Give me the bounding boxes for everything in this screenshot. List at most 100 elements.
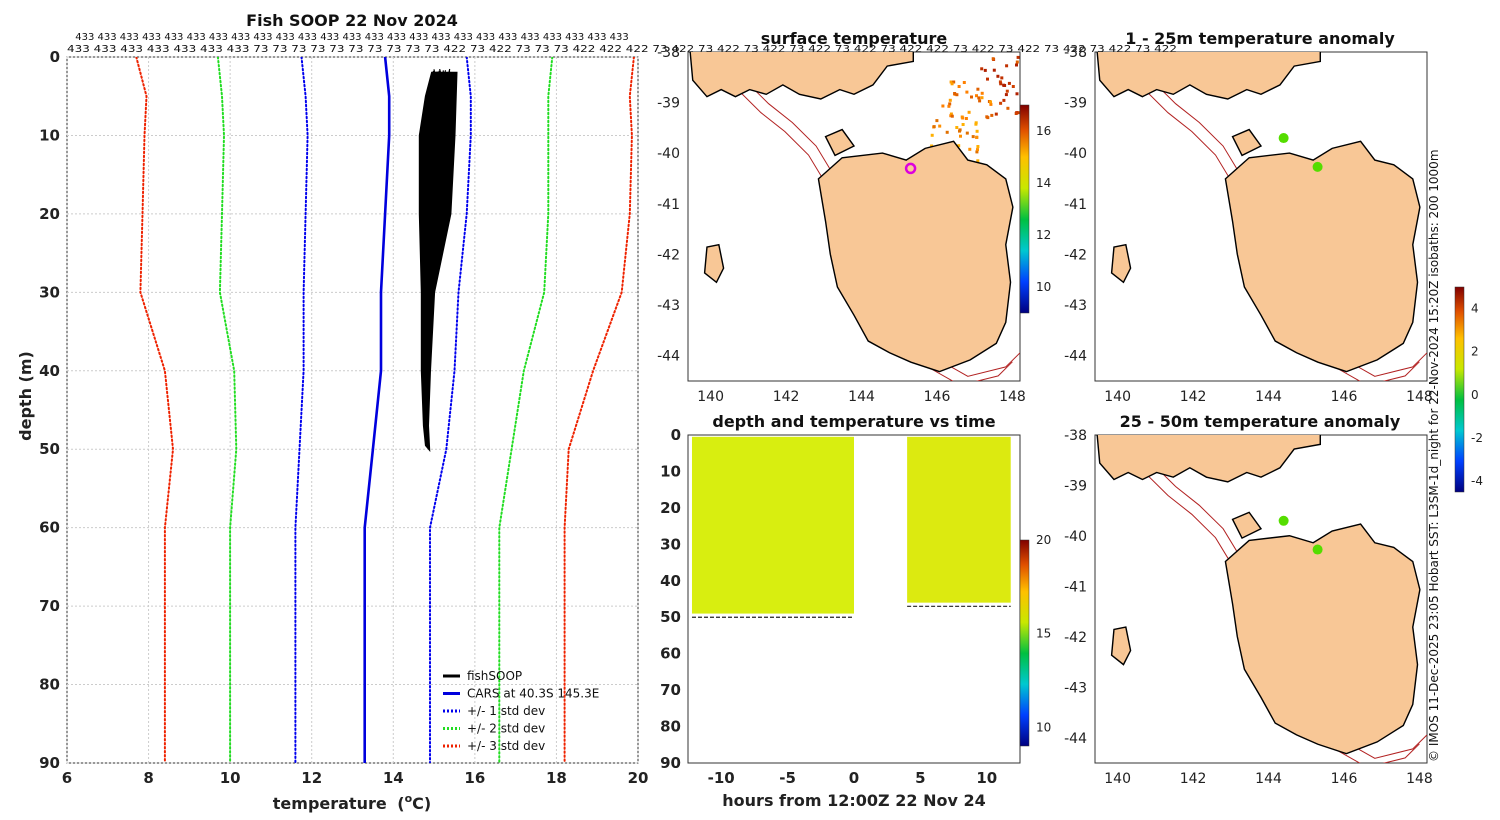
profile-x-tick-label: 18 [546,769,567,787]
sst-pixel [932,125,936,129]
sst-pixel [1005,64,1009,68]
anomaly-colorbar-tick: 2 [1471,345,1479,359]
sst-pixel [955,93,959,97]
sst-pixel [947,104,951,108]
profile-ylabel: depth (m) [16,351,35,441]
time-y-tick-label: 60 [660,645,681,663]
time-panel: depth and temperature vs time -10 -5 0 5 10 0… [660,412,1051,810]
sst-pixel [974,121,978,125]
fishsoop-traces [421,68,457,446]
anomaly-deep-lat-tick: -39 [1064,478,1087,494]
profile-axes [66,56,639,764]
time-x-tick-label: -5 [779,769,796,787]
profile-xlabel-text: temperature [273,794,387,813]
sst-pixel [990,113,994,117]
sst-map-ticks: 140 142 144 146 148 -38 -39 -40 -41 -42 -43 -44 [657,45,1026,405]
sst-pixel [949,80,953,84]
sst-pixel [962,81,966,84]
sst-colorbar [1019,104,1030,314]
sst-map-title: surface temperature [761,29,948,48]
sst-map-lat-tick: -40 [657,146,680,162]
observation-location-marker [904,162,917,175]
anomaly-deep-ticks: 140 142 144 146 148 -38 -39 -40 -41 -42 -43 -44 [1064,428,1433,787]
sst-pixel [976,159,980,163]
profile-y-tick-label: 10 [39,126,60,144]
sst-map-lat-tick: -39 [657,96,680,112]
legend-label-fishsoop: fishSOOP [467,669,522,683]
profile-line-cars [363,57,391,763]
sst-pixel [994,112,998,116]
anomaly-deep-lon-tick: 148 [1406,771,1433,787]
anomaly-shallow-point [1312,161,1323,172]
time-y-tick-label: 40 [660,572,681,590]
time-y-tick-label: 70 [660,681,681,699]
anomaly-deep-lat-tick: -40 [1064,529,1087,545]
sst-pixel [957,85,961,88]
profile-x-tick-label: 10 [220,769,241,787]
sst-pixel [1015,63,1018,67]
time-xlabel: hours from 12:00Z 22 Nov 24 [722,791,985,810]
sst-pixel [968,147,972,151]
profile-xlabel: temperature (oC) [273,792,431,813]
sst-colorbar-tick: 10 [1036,280,1051,294]
anomaly-deep-geography [1095,435,1427,763]
anomaly-shallow-lat-tick: -43 [1064,298,1087,314]
sst-pixel [955,126,959,129]
time-colorbar-tick: 10 [1036,720,1051,734]
profile-line-std1 [294,57,309,763]
time-y-tick-label: 20 [660,499,681,517]
time-colorbar-tick: 20 [1036,533,1051,547]
sst-map-geography [688,52,1020,381]
profile-y-tick-label: 0 [50,48,60,66]
anomaly-shallow-geography [1095,52,1427,381]
sst-map-lat-tick: -44 [657,349,680,365]
anomaly-colorbar-tick: 4 [1471,302,1479,316]
sst-pixel [991,57,995,61]
sst-pixel [975,135,979,139]
sst-pixel [971,135,975,139]
sst-pixel [967,110,971,114]
legend-label-std3: +/- 3 std dev [467,739,545,753]
anomaly-deep-lat-tick: -44 [1064,731,1087,747]
sst-pixel [957,144,961,148]
profile-panel: Fish SOOP 22 Nov 2024 433 433 433 433 43… [16,11,1177,813]
sst-pixel [1007,81,1011,85]
anomaly-colorbar [1454,286,1465,493]
sst-map-lat-tick: -42 [657,247,680,263]
profile-x-tick-label: 8 [143,769,153,787]
sst-pixel [930,144,934,148]
sst-pixel [941,104,945,108]
time-panel-title: depth and temperature vs time [712,412,995,431]
anomaly-shallow-title: 1 - 25m temperature anomaly [1125,29,1395,48]
profile-y-tick-label: 50 [39,440,60,458]
sst-pixel [953,92,957,95]
sst-pixel [1003,84,1007,87]
anomaly-shallow-point [1278,133,1289,144]
profile-x-tick-label: 12 [301,769,322,787]
anomaly-colorbar-tick: -2 [1471,431,1483,445]
anomaly-shallow-lat-tick: -41 [1064,197,1087,213]
profile-x-tick-label: 6 [62,769,72,787]
time-y-tick-label: 0 [671,426,681,444]
sst-pixel [975,94,978,98]
sst-colorbar-tick: 14 [1036,176,1051,190]
anomaly-shallow-lat-tick: -44 [1064,349,1087,365]
sst-pixel [1015,60,1019,64]
anomaly-deep-lat-tick: -41 [1064,579,1087,595]
profile-x-ticks: 6 8 10 12 14 16 18 20 [62,769,649,787]
sst-colorbar-tick: 12 [1036,228,1051,242]
credit-text: © IMOS 11-Dec-2025 23:05 Hobart SST: L3S… [1427,149,1441,762]
sst-pixel [964,117,968,120]
anomaly-deep-lon-tick: 140 [1104,771,1131,787]
anomaly-shallow-lon-tick: 148 [1406,389,1433,405]
profile-y-tick-label: 90 [39,754,60,772]
sst-pixel [983,68,987,72]
anomaly-deep-title: 25 - 50m temperature anomaly [1120,412,1401,431]
anomaly-shallow-lon-tick: 146 [1331,389,1358,405]
time-x-tick-label: -10 [708,769,735,787]
time-x-tick-label: 0 [849,769,859,787]
sst-pixel [970,95,973,99]
profile-lines [135,57,635,763]
sst-pixel [998,80,1002,84]
profile-x-tick-label: 20 [628,769,649,787]
